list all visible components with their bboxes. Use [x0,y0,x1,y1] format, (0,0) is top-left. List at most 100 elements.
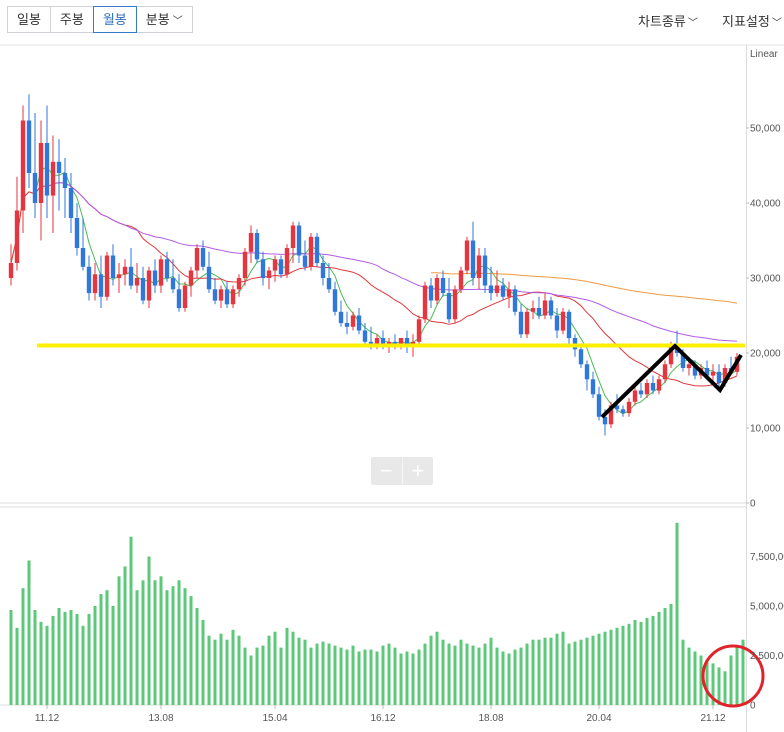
volume-bar [393,647,397,705]
candle [650,375,656,395]
volume-bar [177,580,181,705]
candle-body [92,274,98,294]
candle [146,266,152,308]
candle-body [200,248,206,267]
candle [458,266,464,293]
volume-bar [111,606,115,705]
period-tabs: 일봉 주봉 월봉 분봉 ﹀ [7,6,193,33]
candle-body [44,143,50,196]
volume-bar [81,625,85,705]
volume-bar [555,633,559,705]
volume-bar [663,608,667,705]
candle-body [194,248,200,271]
candle-body [302,255,308,267]
y-tick-label: 0 [750,499,756,510]
candle [134,263,140,293]
candle-body [74,218,80,248]
candle-body [422,285,428,320]
volume-bar [225,639,229,705]
candle-body [104,255,110,297]
volume-bar [543,637,547,705]
x-tick-label: 18.08 [478,713,503,724]
volume-bar [363,649,367,705]
candle [626,398,632,417]
candle-body [554,315,560,331]
candle [596,386,602,421]
candle-body [230,289,236,305]
indicator-settings-dropdown[interactable]: 지표설정 ﹀ [722,11,782,30]
volume-bar [171,586,175,705]
candle-body [218,289,224,301]
chart-type-dropdown[interactable]: 차트종류 ﹀ [638,11,698,30]
volume-bar [669,604,673,705]
candle [170,259,176,293]
candle [74,203,80,256]
candle-body [590,379,596,395]
candle [260,251,266,286]
tab-daily[interactable]: 일봉 [7,6,51,33]
volume-bar [501,651,505,705]
zoom-in-button[interactable]: + [401,457,434,485]
candle [56,139,62,211]
x-tick-label: 13.08 [148,713,173,724]
candle [320,255,326,286]
volume-bar [705,659,709,705]
ma20-line [10,182,738,387]
candle-body [560,311,566,331]
zoom-out-button[interactable]: − [379,458,393,483]
volume-bar [351,645,355,705]
candle [116,263,122,293]
candle [710,364,716,383]
y-tick-label: 50,000 [750,124,781,135]
volume-bar [333,645,337,705]
candle-body [512,289,518,312]
volume-bar [573,641,577,705]
candle-body [608,405,614,425]
candle-body [488,285,494,293]
candle-body [566,311,572,339]
volume-bar [357,651,361,705]
candle-body [662,364,668,380]
y-tick-label: 40,000 [750,199,781,210]
candle-body [242,251,248,279]
candle-body [224,289,230,305]
volume-bar [285,627,289,705]
candle [242,248,248,286]
candle-body [320,263,326,278]
candle-body [248,233,254,252]
candle [188,266,194,297]
candle-body [638,390,644,395]
candle-body [710,371,716,376]
candle [164,251,170,282]
volume-bar [465,643,469,705]
volume-bar [723,671,727,705]
volume-bar [681,639,685,705]
volume-bar [123,566,127,705]
volume-bar [423,643,427,705]
volume-bar [495,647,499,705]
candle-body [434,278,440,301]
candle [224,281,230,308]
candle [200,240,206,271]
candle [86,255,92,301]
candle-body [260,259,266,279]
volume-bar [51,615,55,705]
candle-body [32,173,38,203]
candle [428,278,434,308]
candle [302,240,308,271]
volume-bar [507,653,511,705]
candle [440,270,446,297]
volume-bar [615,627,619,705]
volume-bar [651,615,655,705]
volume-bar [105,590,109,705]
candle-body [458,270,464,290]
tab-minute[interactable]: 분봉 ﹀ [135,6,193,33]
candle [194,244,200,278]
tab-weekly[interactable]: 주봉 [49,6,94,33]
volume-bar [399,653,403,705]
tab-monthly[interactable]: 월봉 [92,6,137,33]
volume-bar [315,643,319,705]
volume-bar [69,610,73,705]
candle-body [308,236,314,267]
